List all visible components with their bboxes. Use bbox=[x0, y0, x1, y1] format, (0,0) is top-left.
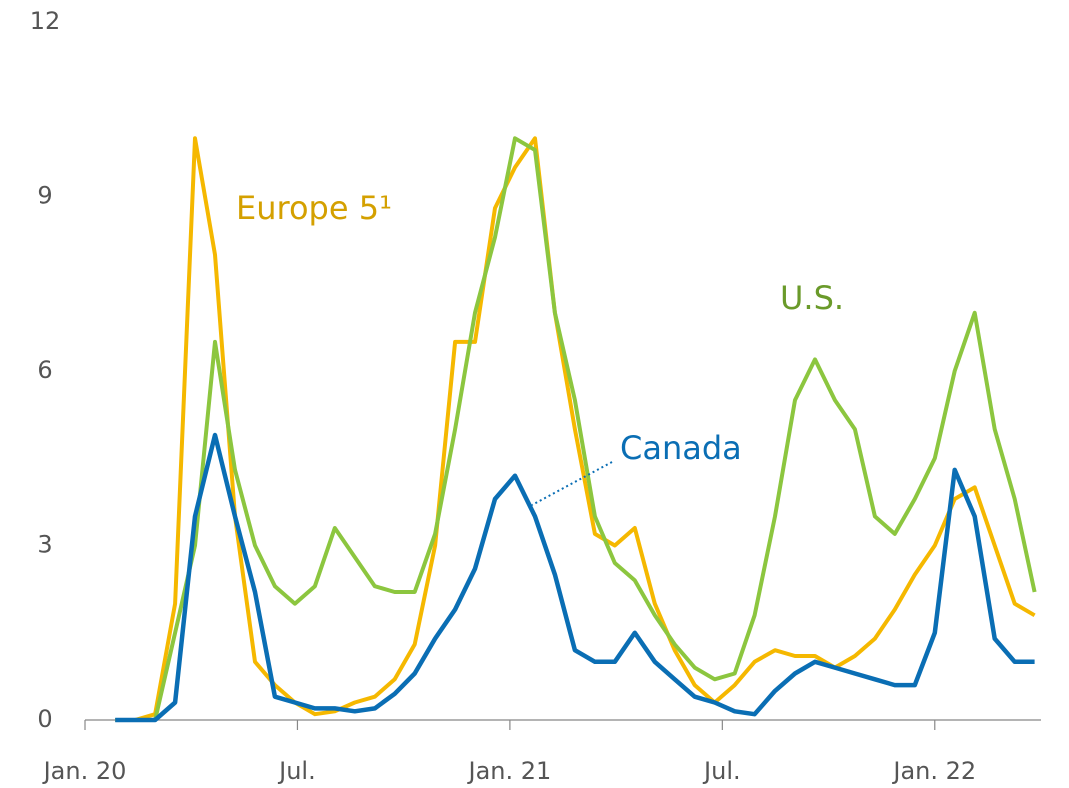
y-tick-label: 0 bbox=[37, 705, 52, 733]
y-tick-label: 9 bbox=[37, 182, 52, 210]
y-tick-label: 12 bbox=[30, 7, 61, 35]
x-tick-label: Jan. 20 bbox=[42, 757, 127, 785]
x-tick-label: Jul. bbox=[277, 757, 316, 785]
x-tick-label: Jan. 22 bbox=[891, 757, 976, 785]
y-tick-label: 3 bbox=[37, 531, 52, 559]
leader-line bbox=[531, 461, 613, 506]
series-label: Canada bbox=[620, 429, 742, 467]
series-line bbox=[115, 136, 1037, 722]
x-tick-label: Jul. bbox=[702, 757, 741, 785]
y-tick-label: 6 bbox=[37, 356, 52, 384]
series-label: Europe 5¹ bbox=[236, 189, 392, 227]
series-label: U.S. bbox=[780, 279, 844, 317]
series-line bbox=[115, 136, 1036, 722]
series-line bbox=[115, 432, 1035, 723]
x-tick-label: Jan. 21 bbox=[466, 757, 551, 785]
